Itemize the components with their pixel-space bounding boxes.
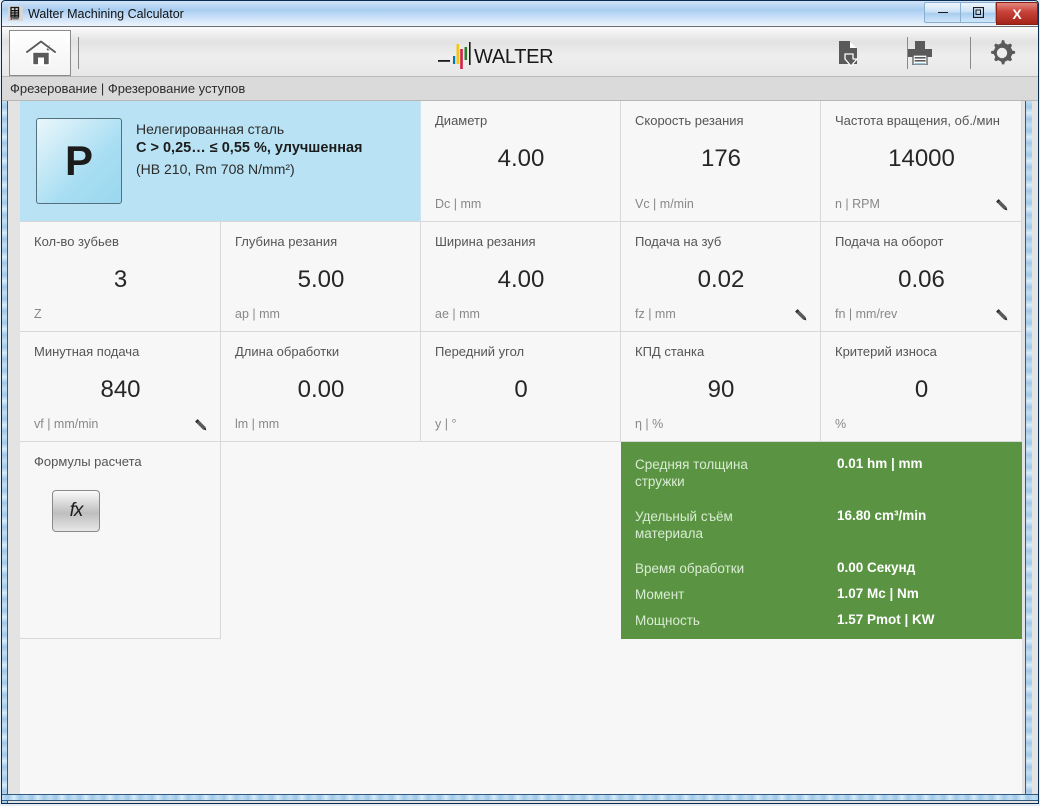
svg-text:WALTER: WALTER	[474, 46, 553, 68]
